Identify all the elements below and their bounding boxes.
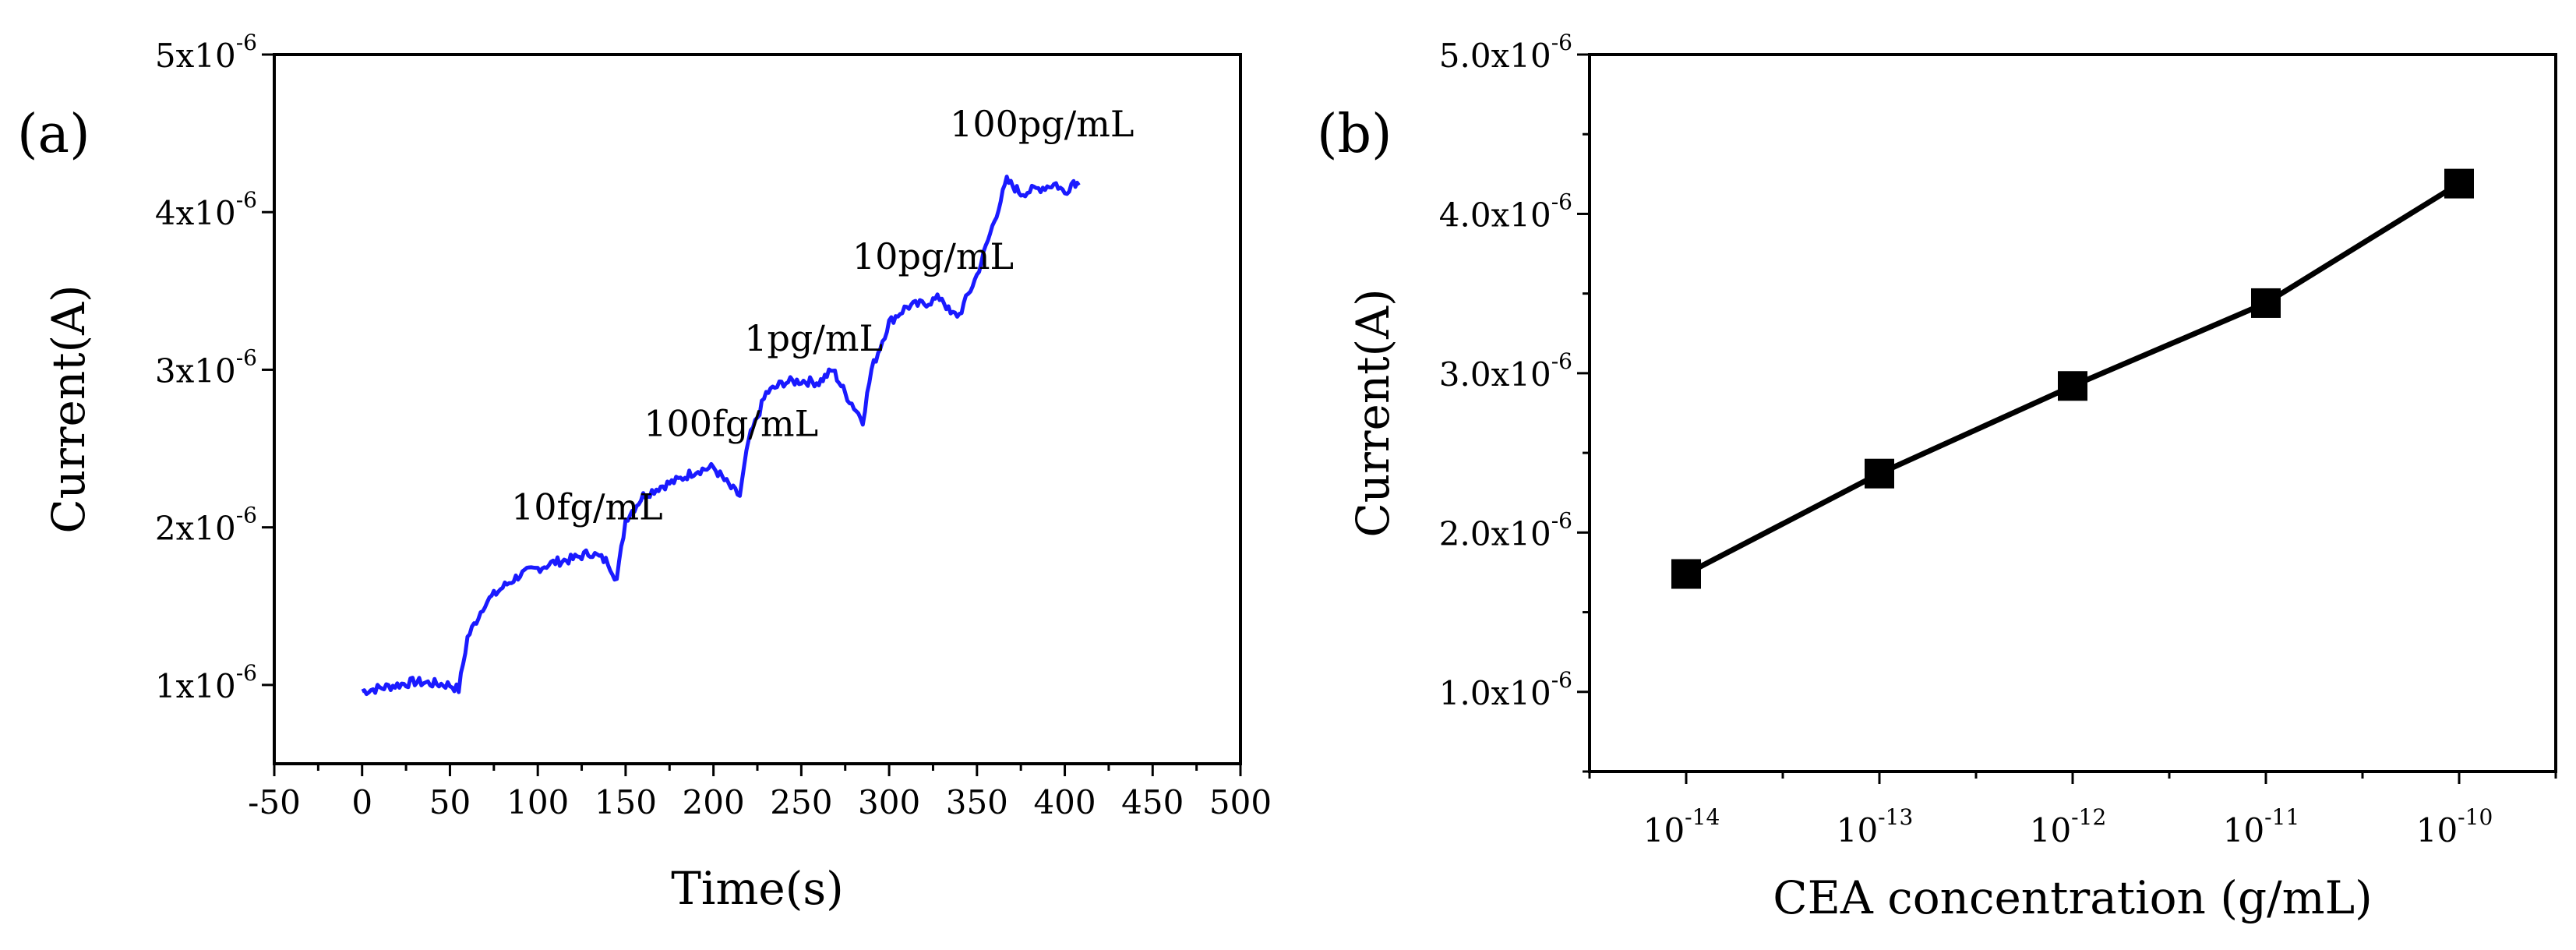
panel-a-annotation: 1pg/mL (744, 317, 883, 359)
panel-a-x-tick-label: 50 (429, 783, 471, 821)
panel-a-y-tick-label: 2x10-6 (155, 503, 257, 548)
panel-a-chart: (a) Time(s) Current(A) -50 0 50 100 150 200 25… (17, 30, 1272, 915)
panel-b-label: (b) (1317, 104, 1392, 165)
panel-a-x-tick-label: 100 (506, 783, 569, 821)
panel-a-x-tick-label: 350 (946, 783, 1008, 821)
panel-a-annotation: 10fg/mL (511, 486, 663, 528)
panel-b-y-tick-label: 4.0x10-6 (1439, 189, 1572, 234)
panel-a-y-tick-label: 1x10-6 (155, 660, 257, 705)
panel-a-x-tick-label: 450 (1121, 783, 1184, 821)
panel-a-label: (a) (17, 104, 90, 165)
panel-b-x-tick-label: 10-12 (2030, 804, 2107, 849)
panel-b-x-tick-label: 10-13 (1837, 804, 1914, 849)
panel-a-y-tick-label: 4x10-6 (155, 187, 257, 232)
panel-b-y-tick-label: 1.0x10-6 (1439, 667, 1572, 712)
panel-b-data-point (2058, 371, 2087, 401)
panel-b-y-tick-label: 5.0x10-6 (1439, 30, 1572, 75)
panel-b-x-tick-label: 10-10 (2416, 804, 2493, 849)
panel-b-y-tick-label: 2.0x10-6 (1439, 507, 1572, 553)
panel-b-data-point (1671, 559, 1701, 589)
panel-a-y-axis-title: Current(A) (42, 284, 95, 533)
panel-b-x-tick-label: 10-11 (2223, 804, 2300, 849)
panel-b-y-tick-label: 3.0x10-6 (1439, 348, 1572, 394)
panel-b-y-axis-title: Current(A) (1346, 288, 1399, 537)
panel-a-x-tick-label: 300 (858, 783, 920, 821)
panel-b-frame (1588, 53, 2557, 773)
panel-a-x-tick-label: 0 (351, 783, 372, 821)
panel-b-data-point (1865, 458, 1894, 489)
panel-a-x-tick-label: 400 (1033, 783, 1096, 821)
panel-b-data-point (2444, 168, 2474, 199)
panel-a-annotation: 100pg/mL (950, 103, 1134, 145)
panel-b-data-point (2251, 288, 2281, 318)
panel-a-y-tick-label: 5x10-6 (155, 30, 257, 75)
panel-a-x-tick-label: -50 (248, 783, 301, 821)
panel-a-x-axis-title: Time(s) (671, 862, 844, 915)
panel-b-x-axis-title: CEA concentration (g/mL) (1773, 871, 2373, 924)
panel-b-chart: (b) CEA concentration (g/mL) Current(A) … (1317, 30, 2557, 924)
panel-a-annotation: 10pg/mL (852, 235, 1014, 277)
panel-a-y-tick-label: 3x10-6 (155, 344, 257, 390)
panel-a-current-trace (361, 175, 1081, 697)
panel-a-x-tick-label: 250 (770, 783, 832, 821)
panel-a-x-tick-label: 500 (1209, 783, 1272, 821)
panel-a-x-tick-label: 200 (683, 783, 745, 821)
panel-a-x-tick-label: 150 (595, 783, 657, 821)
panel-b-x-tick-label: 10-14 (1643, 804, 1720, 849)
panel-a-annotation: 100fg/mL (644, 402, 818, 444)
